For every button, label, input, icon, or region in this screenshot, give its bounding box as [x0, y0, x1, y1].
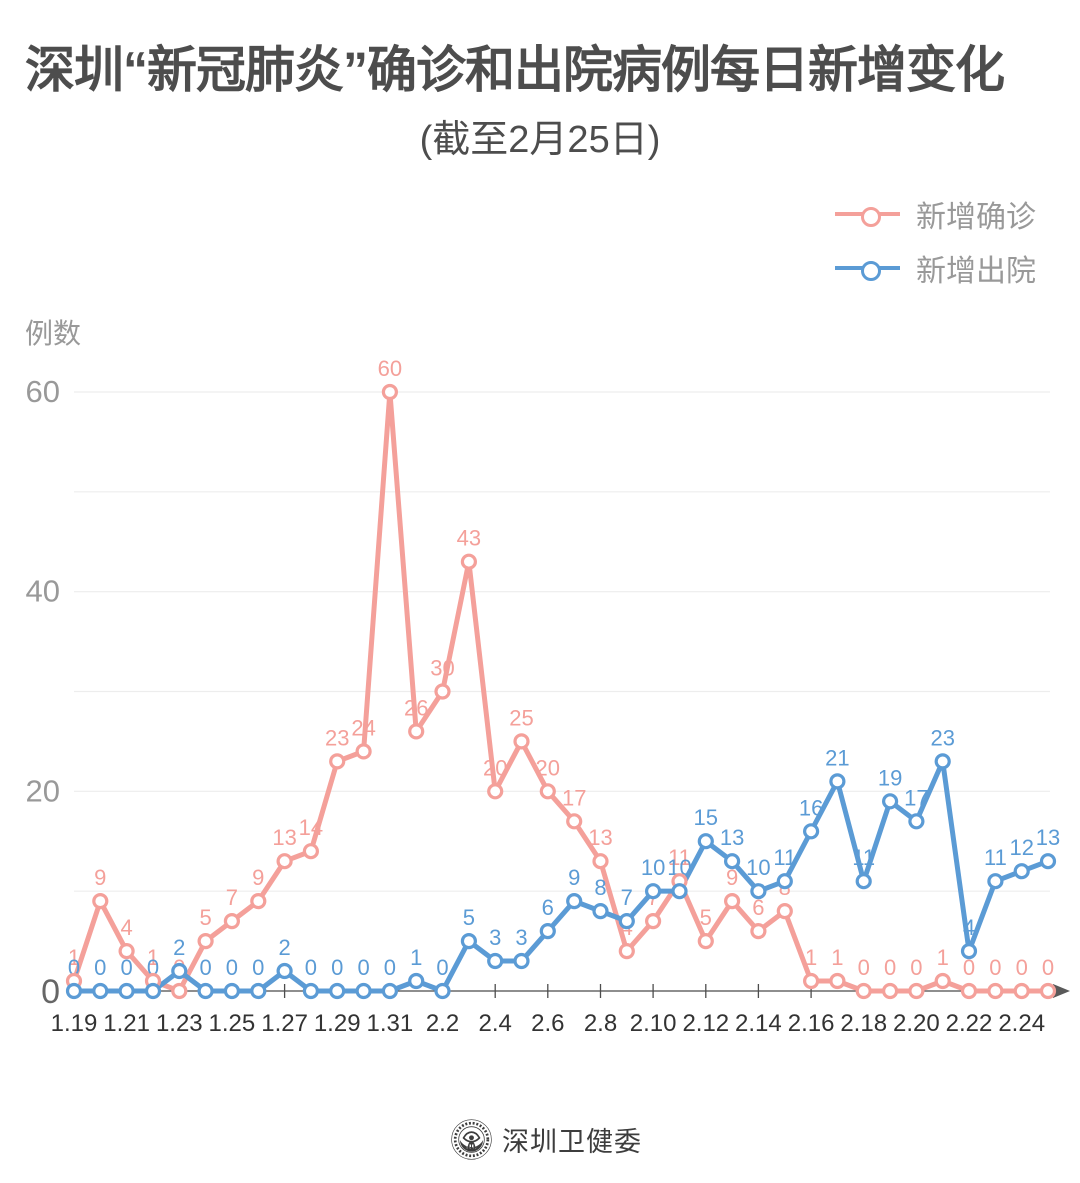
- svg-text:11: 11: [773, 845, 796, 870]
- svg-text:10: 10: [746, 855, 770, 880]
- svg-text:2.24: 2.24: [998, 1010, 1045, 1037]
- svg-text:11: 11: [852, 845, 875, 870]
- svg-text:23: 23: [930, 725, 954, 750]
- svg-text:2.14: 2.14: [735, 1010, 782, 1037]
- svg-text:30: 30: [430, 656, 454, 681]
- svg-text:5: 5: [463, 905, 475, 930]
- svg-text:40: 40: [26, 574, 60, 609]
- svg-text:13: 13: [1036, 825, 1060, 850]
- svg-text:1: 1: [937, 945, 949, 970]
- svg-text:25: 25: [509, 705, 533, 730]
- svg-text:0: 0: [199, 955, 211, 980]
- svg-text:0: 0: [94, 955, 106, 980]
- svg-text:4: 4: [120, 915, 132, 940]
- svg-text:5: 5: [700, 905, 712, 930]
- svg-text:9: 9: [568, 865, 580, 890]
- svg-text:26: 26: [404, 695, 428, 720]
- svg-text:0: 0: [331, 955, 343, 980]
- svg-text:17: 17: [904, 785, 928, 810]
- svg-text:11: 11: [984, 845, 1007, 870]
- svg-text:1.23: 1.23: [156, 1010, 203, 1037]
- svg-text:3: 3: [515, 925, 527, 950]
- svg-text:13: 13: [720, 825, 744, 850]
- svg-text:17: 17: [562, 785, 586, 810]
- svg-text:21: 21: [825, 745, 849, 770]
- svg-text:6: 6: [542, 895, 554, 920]
- svg-text:1.21: 1.21: [103, 1010, 150, 1037]
- svg-text:12: 12: [1009, 835, 1033, 860]
- svg-text:16: 16: [799, 795, 823, 820]
- svg-text:23: 23: [325, 725, 349, 750]
- svg-text:10: 10: [641, 855, 665, 880]
- svg-text:1.31: 1.31: [367, 1010, 414, 1037]
- svg-text:7: 7: [226, 885, 238, 910]
- svg-text:0: 0: [910, 955, 922, 980]
- svg-text:2.16: 2.16: [788, 1010, 835, 1037]
- svg-text:2.12: 2.12: [682, 1010, 729, 1037]
- svg-text:0: 0: [858, 955, 870, 980]
- svg-text:0: 0: [884, 955, 896, 980]
- svg-text:0: 0: [1042, 955, 1054, 980]
- svg-text:20: 20: [536, 755, 560, 780]
- svg-text:13: 13: [588, 825, 612, 850]
- svg-text:1.19: 1.19: [51, 1010, 98, 1037]
- svg-text:43: 43: [457, 526, 481, 551]
- svg-text:例数: 例数: [25, 318, 81, 349]
- svg-text:24: 24: [351, 715, 375, 740]
- svg-text:1: 1: [410, 945, 422, 970]
- svg-text:2.8: 2.8: [584, 1010, 617, 1037]
- svg-text:0: 0: [226, 955, 238, 980]
- svg-text:2.10: 2.10: [630, 1010, 677, 1037]
- svg-text:0: 0: [989, 955, 1001, 980]
- svg-text:19: 19: [878, 765, 902, 790]
- svg-text:0: 0: [252, 955, 264, 980]
- svg-text:1: 1: [831, 945, 843, 970]
- svg-text:15: 15: [694, 805, 718, 830]
- svg-text:13: 13: [272, 825, 296, 850]
- svg-text:1.29: 1.29: [314, 1010, 361, 1037]
- svg-text:2.4: 2.4: [479, 1010, 512, 1037]
- svg-text:3: 3: [489, 925, 501, 950]
- svg-text:2: 2: [278, 935, 290, 960]
- svg-text:1.27: 1.27: [261, 1010, 308, 1037]
- svg-text:1.25: 1.25: [209, 1010, 256, 1037]
- svg-text:5: 5: [199, 905, 211, 930]
- svg-text:20: 20: [26, 773, 60, 808]
- svg-text:1: 1: [805, 945, 817, 970]
- svg-text:2.20: 2.20: [893, 1010, 940, 1037]
- svg-text:60: 60: [378, 356, 402, 381]
- svg-text:0: 0: [357, 955, 369, 980]
- svg-text:14: 14: [299, 815, 323, 840]
- svg-text:8: 8: [594, 875, 606, 900]
- svg-text:2: 2: [173, 935, 185, 960]
- svg-text:2.2: 2.2: [426, 1010, 459, 1037]
- svg-text:9: 9: [94, 865, 106, 890]
- svg-text:9: 9: [252, 865, 264, 890]
- svg-text:2.22: 2.22: [946, 1010, 993, 1037]
- svg-text:0: 0: [384, 955, 396, 980]
- svg-text:0: 0: [41, 973, 60, 1011]
- svg-text:0: 0: [305, 955, 317, 980]
- svg-text:60: 60: [26, 374, 60, 409]
- svg-text:0: 0: [436, 955, 448, 980]
- svg-text:7: 7: [621, 885, 633, 910]
- svg-text:0: 0: [1016, 955, 1028, 980]
- svg-text:20: 20: [483, 755, 507, 780]
- svg-text:4: 4: [963, 915, 975, 940]
- svg-text:2.18: 2.18: [840, 1010, 887, 1037]
- svg-text:2.6: 2.6: [531, 1010, 564, 1037]
